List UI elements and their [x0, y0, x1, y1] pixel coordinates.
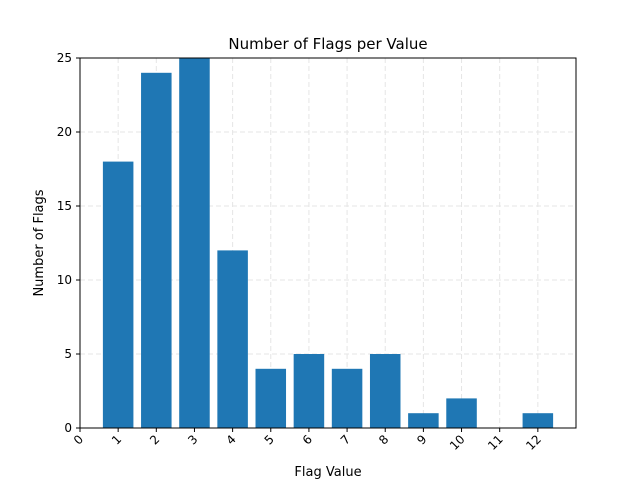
y-tick-label: 15 — [57, 199, 72, 213]
y-axis-ticks: 0 5 10 15 20 25 — [57, 51, 80, 435]
y-tick-label: 0 — [64, 421, 72, 435]
bar-5 — [255, 368, 287, 428]
bar-2 — [141, 72, 172, 429]
bar-4 — [217, 250, 248, 428]
plot-frame — [79, 57, 577, 429]
bar-7 — [331, 368, 363, 428]
y-tick-label: 20 — [57, 125, 72, 139]
bar-1 — [102, 161, 134, 428]
bar-12 — [522, 413, 554, 428]
y-axis-label: Number of Flags — [32, 189, 47, 296]
y-tick-label: 25 — [57, 51, 72, 65]
bar-8 — [369, 354, 401, 428]
x-axis-label: Flag Value — [294, 465, 361, 480]
bars — [102, 58, 554, 429]
bar-6 — [293, 354, 325, 428]
y-tick-label: 10 — [57, 273, 72, 287]
bar-3 — [179, 58, 210, 428]
bar-10 — [446, 398, 477, 428]
bar-9 — [408, 413, 439, 428]
y-tick-label: 5 — [64, 347, 72, 361]
chart-title: Number of Flags per Value — [228, 35, 427, 53]
